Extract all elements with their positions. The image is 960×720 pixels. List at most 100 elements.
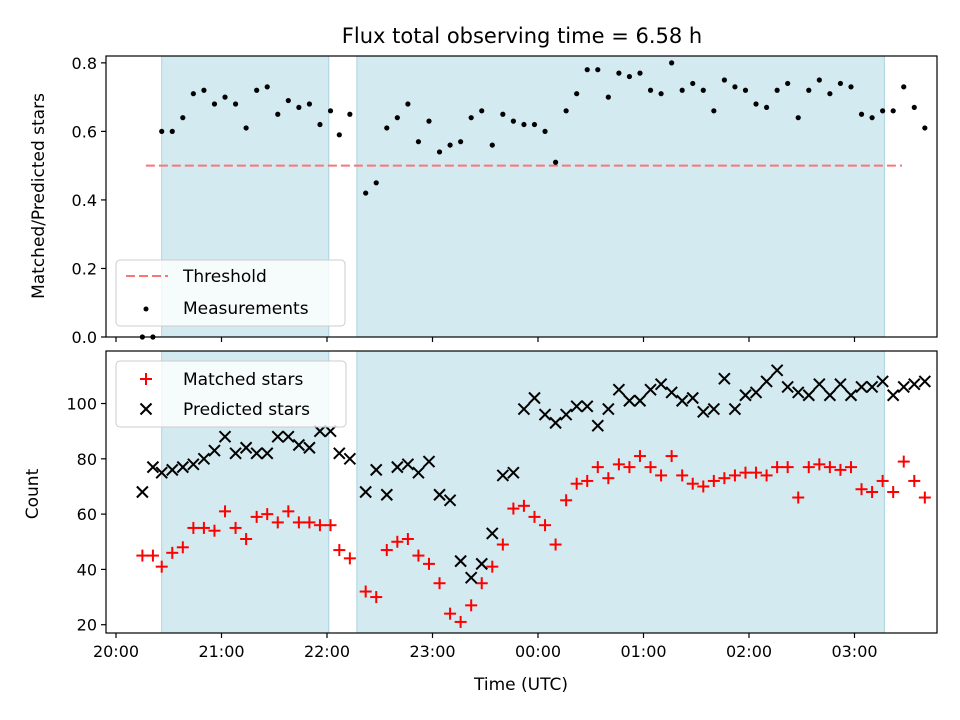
measurement-point bbox=[552, 159, 559, 165]
cross-b bbox=[187, 458, 200, 471]
measurement-point bbox=[447, 142, 453, 148]
cross-b bbox=[897, 380, 910, 394]
matched-star-point bbox=[623, 461, 636, 474]
measurement-point bbox=[816, 77, 822, 83]
matched-star-point bbox=[229, 521, 242, 534]
matched-star-point bbox=[370, 591, 383, 604]
measurement-point bbox=[201, 87, 207, 93]
matched-star-point bbox=[570, 477, 583, 490]
measurement-point bbox=[626, 73, 633, 80]
measurement-point bbox=[679, 87, 685, 93]
cross-b bbox=[633, 394, 647, 407]
matched-star-point bbox=[876, 474, 889, 487]
cross-b bbox=[208, 444, 221, 457]
matched-star-point bbox=[802, 461, 815, 474]
matched-star-point bbox=[496, 538, 509, 551]
bottom-x-ticks: 20:00 21:00 22:00 23:00 00:00 01:00 02:00 03:00 bbox=[93, 633, 878, 661]
cross-b bbox=[359, 485, 372, 499]
matched-star-point bbox=[612, 458, 625, 471]
cross-b bbox=[623, 394, 636, 407]
predicted-star-point bbox=[166, 463, 179, 477]
cross-b bbox=[665, 386, 678, 399]
top-panel: 0.00.20.40.60.8 Matched/Predicted stars … bbox=[29, 54, 938, 347]
cross-b bbox=[549, 416, 562, 430]
matched-star-point bbox=[250, 510, 263, 523]
predicted-star-point bbox=[229, 447, 242, 460]
matched-star-point bbox=[539, 519, 552, 532]
predicted-star-point bbox=[136, 485, 149, 499]
x-tick-label: 03:00 bbox=[831, 642, 877, 661]
predicted-star-point bbox=[359, 485, 372, 499]
predicted-star-point bbox=[391, 460, 404, 474]
measurement-point bbox=[180, 115, 186, 121]
y-tick-label: 0.0 bbox=[72, 328, 97, 347]
predicted-star-point bbox=[728, 402, 742, 416]
measurement-point bbox=[542, 128, 548, 134]
cross-b bbox=[496, 469, 510, 482]
matched-star-point bbox=[781, 461, 794, 474]
x-axis-label: Time (UTC) bbox=[473, 675, 568, 695]
predicted-star-point bbox=[401, 458, 415, 471]
measurement-point bbox=[837, 80, 844, 87]
matched-star-point bbox=[155, 560, 168, 573]
y-tick-label: 60 bbox=[77, 505, 97, 524]
predicted-star-point bbox=[380, 488, 393, 501]
cross-b bbox=[886, 389, 900, 402]
matched-star-point bbox=[844, 461, 857, 474]
matched-star-point bbox=[549, 538, 562, 551]
matched-star-point bbox=[282, 505, 295, 518]
cross-b bbox=[865, 380, 879, 394]
matched-star-point bbox=[187, 521, 200, 534]
legend-measurements-swatch bbox=[143, 306, 149, 312]
predicted-star-point bbox=[918, 375, 932, 388]
predicted-star-point bbox=[333, 447, 346, 460]
measurement-point bbox=[384, 125, 390, 131]
x-tick-label: 00:00 bbox=[515, 642, 561, 661]
cross-b bbox=[282, 430, 295, 443]
measurement-point bbox=[595, 67, 601, 73]
cross-b bbox=[333, 447, 346, 460]
predicted-star-point bbox=[844, 389, 858, 402]
predicted-star-point bbox=[559, 408, 573, 421]
measurement-point bbox=[159, 128, 165, 134]
x-tick-label: 21:00 bbox=[198, 642, 244, 661]
legend-cross-marker bbox=[139, 402, 153, 416]
predicted-star-point bbox=[197, 452, 211, 466]
measurement-point bbox=[347, 111, 353, 117]
cross-b bbox=[675, 394, 689, 407]
measurement-point bbox=[436, 149, 443, 155]
matched-star-point bbox=[739, 466, 752, 479]
y-tick-label: 0.4 bbox=[72, 191, 97, 210]
predicted-star-point bbox=[686, 391, 699, 405]
matched-star-point bbox=[465, 599, 478, 612]
cross-b bbox=[303, 441, 316, 454]
cross-b bbox=[454, 554, 467, 568]
cross-b bbox=[602, 402, 615, 416]
cross-b bbox=[475, 557, 488, 571]
cross-b bbox=[792, 386, 805, 399]
measurement-point bbox=[774, 87, 780, 93]
measurement-point bbox=[795, 115, 801, 121]
matched-star-point bbox=[208, 524, 221, 537]
matched-star-point bbox=[707, 474, 720, 487]
predicted-star-point bbox=[908, 377, 921, 391]
x-tick-label: 20:00 bbox=[93, 642, 139, 661]
cross-b bbox=[261, 447, 274, 460]
measurement-point bbox=[327, 108, 334, 114]
measurement-point bbox=[500, 111, 506, 117]
matched-star-point bbox=[823, 461, 836, 474]
measurement-point bbox=[732, 84, 738, 90]
cross-b bbox=[697, 405, 710, 419]
predicted-star-point bbox=[792, 386, 805, 399]
matched-star-point bbox=[676, 469, 689, 482]
predicted-star-point bbox=[802, 389, 815, 402]
measurement-point bbox=[169, 128, 175, 134]
predicted-star-point bbox=[282, 430, 295, 443]
measurement-point bbox=[690, 80, 696, 87]
cross-b bbox=[770, 364, 784, 377]
matched-star-point bbox=[760, 469, 773, 482]
predicted-star-point bbox=[865, 380, 879, 394]
cross-b bbox=[250, 447, 263, 460]
measurement-point bbox=[658, 91, 664, 97]
matched-star-point bbox=[486, 560, 499, 573]
